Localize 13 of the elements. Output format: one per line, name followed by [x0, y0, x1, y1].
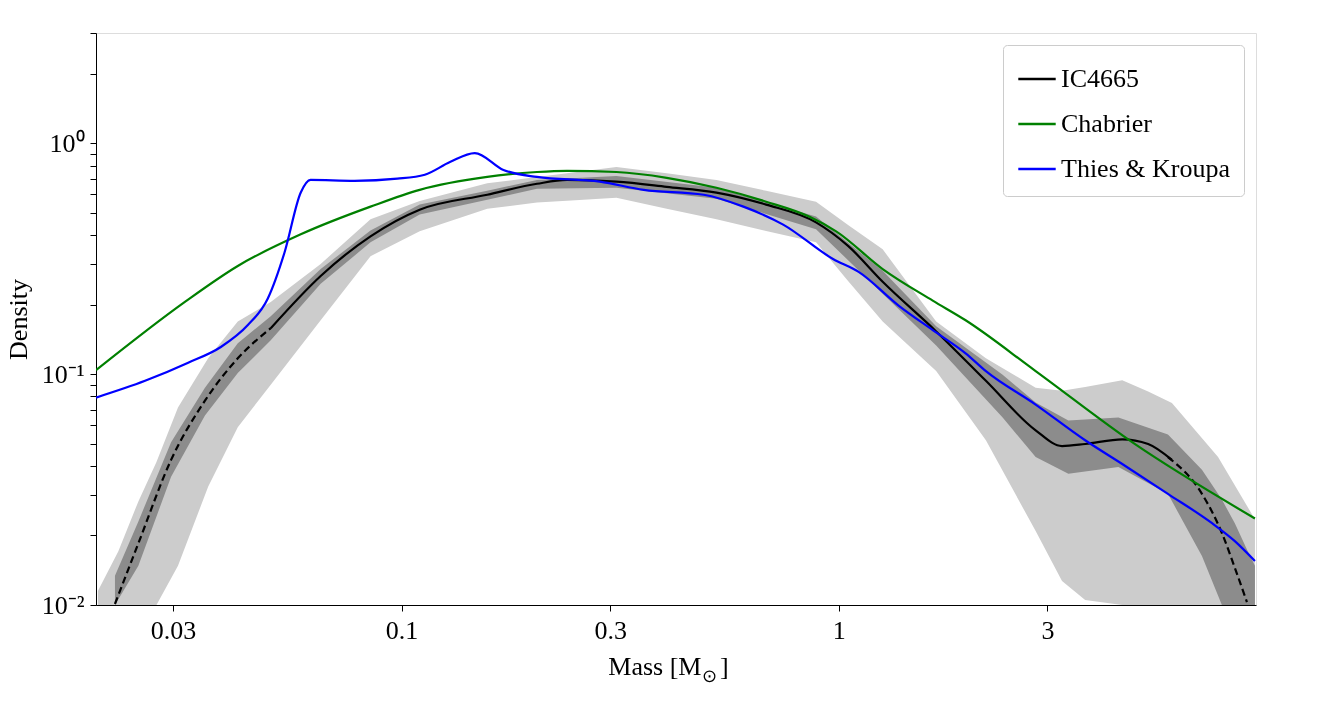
x-tick-label: 0.03	[150, 615, 197, 645]
legend-label: IC4665	[1061, 64, 1139, 93]
x-tick-label: 0.3	[594, 615, 627, 645]
x-tick-label: 0.1	[385, 615, 419, 645]
y-tick-label: 10⁻²	[41, 590, 85, 620]
x-tick-label: 1	[832, 615, 846, 645]
y-tick-label: 10⁰	[49, 128, 85, 158]
y-tick-label: 10⁻¹	[41, 359, 85, 389]
legend-label: Chabrier	[1061, 109, 1153, 138]
y-axis-title: Density	[3, 279, 33, 360]
x-tick-label: 3	[1041, 615, 1055, 645]
legend-label: Thies & Kroupa	[1061, 154, 1231, 183]
x-axis-title: Mass [M⊙]	[608, 652, 729, 686]
